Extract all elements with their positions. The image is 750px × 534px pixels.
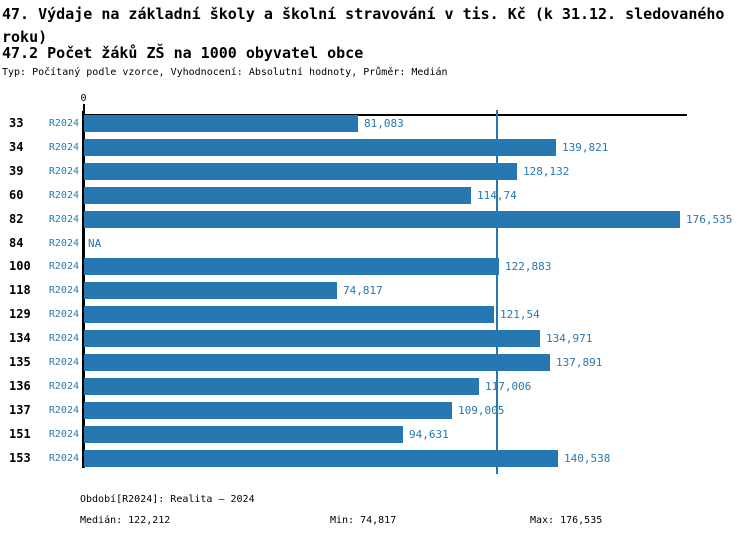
row-series-label: R2024 bbox=[48, 285, 79, 296]
bar-value-label: 140,538 bbox=[564, 452, 611, 465]
row-series-label: R2024 bbox=[48, 118, 79, 129]
bar bbox=[84, 139, 556, 156]
row-category-label: 135 bbox=[9, 355, 31, 369]
row-category-label: 134 bbox=[9, 331, 31, 345]
row-series-label: R2024 bbox=[48, 357, 79, 368]
bar-value-label: 134,971 bbox=[546, 332, 593, 345]
bar-value-label: 176,535 bbox=[686, 213, 733, 226]
bar-value-label: 114,74 bbox=[477, 189, 517, 202]
bar bbox=[84, 115, 358, 132]
bar-value-label: 94,631 bbox=[409, 428, 449, 441]
x-axis-zero-tick-label: 0 bbox=[80, 93, 87, 104]
bar-value-label: 117,006 bbox=[485, 380, 532, 393]
row-category-label: 100 bbox=[9, 259, 31, 273]
footer-min-stat: Min: 74,817 bbox=[330, 515, 397, 526]
bar-value-label: 121,54 bbox=[500, 308, 540, 321]
row-category-label: 82 bbox=[9, 212, 24, 226]
bar bbox=[84, 258, 499, 275]
bar bbox=[84, 426, 403, 443]
footer-median-stat: Medián: 122,212 bbox=[80, 515, 171, 526]
row-series-label: R2024 bbox=[48, 238, 79, 249]
bar-value-label: 139,821 bbox=[562, 141, 609, 154]
median-reference-line bbox=[496, 110, 498, 474]
row-category-label: 153 bbox=[9, 451, 31, 465]
bar bbox=[84, 354, 550, 371]
bar bbox=[84, 378, 479, 395]
row-category-label: 136 bbox=[9, 379, 31, 393]
row-series-label: R2024 bbox=[48, 333, 79, 344]
bar bbox=[84, 163, 517, 180]
bar bbox=[84, 187, 471, 204]
row-series-label: R2024 bbox=[48, 166, 79, 177]
bar bbox=[84, 211, 680, 228]
row-category-label: 34 bbox=[9, 140, 24, 154]
bar bbox=[84, 330, 540, 347]
row-series-label: R2024 bbox=[48, 429, 79, 440]
chart-subtitle: 47.2 Počet žáků ZŠ na 1000 obyvatel obce bbox=[2, 44, 364, 62]
row-series-label: R2024 bbox=[48, 453, 79, 464]
bar-value-label: 137,891 bbox=[556, 356, 603, 369]
row-category-label: 118 bbox=[9, 283, 31, 297]
row-series-label: R2024 bbox=[48, 214, 79, 225]
bar-value-label: 128,132 bbox=[523, 165, 570, 178]
bar-value-label: 109,005 bbox=[458, 404, 505, 417]
row-category-label: 137 bbox=[9, 403, 31, 417]
x-axis-line bbox=[82, 114, 687, 116]
row-category-label: 33 bbox=[9, 116, 24, 130]
row-category-label: 84 bbox=[9, 236, 24, 250]
bar bbox=[84, 402, 452, 419]
row-category-label: 39 bbox=[9, 164, 24, 178]
bar-value-label: 81,083 bbox=[364, 117, 404, 130]
bar bbox=[84, 450, 558, 467]
row-series-label: R2024 bbox=[48, 190, 79, 201]
row-series-label: R2024 bbox=[48, 142, 79, 153]
bar bbox=[84, 306, 494, 323]
row-category-label: 151 bbox=[9, 427, 31, 441]
footer-period: Období[R2024]: Realita – 2024 bbox=[80, 494, 255, 505]
row-series-label: R2024 bbox=[48, 261, 79, 272]
bar-na-label: NA bbox=[88, 237, 102, 250]
y-axis-line bbox=[82, 111, 85, 468]
bar bbox=[84, 282, 337, 299]
row-series-label: R2024 bbox=[48, 381, 79, 392]
row-category-label: 60 bbox=[9, 188, 24, 202]
row-series-label: R2024 bbox=[48, 309, 79, 320]
bar-value-label: 122,883 bbox=[505, 260, 552, 273]
footer-max-stat: Max: 176,535 bbox=[530, 515, 603, 526]
bar-value-label: 74,817 bbox=[343, 284, 383, 297]
chart-title: 47. Výdaje na základní školy a školní st… bbox=[2, 5, 734, 46]
row-category-label: 129 bbox=[9, 307, 31, 321]
chart-meta-line: Typ: Počítaný podle vzorce, Vyhodnocení:… bbox=[2, 67, 448, 78]
x-axis-tick-mark bbox=[83, 104, 85, 114]
row-series-label: R2024 bbox=[48, 405, 79, 416]
